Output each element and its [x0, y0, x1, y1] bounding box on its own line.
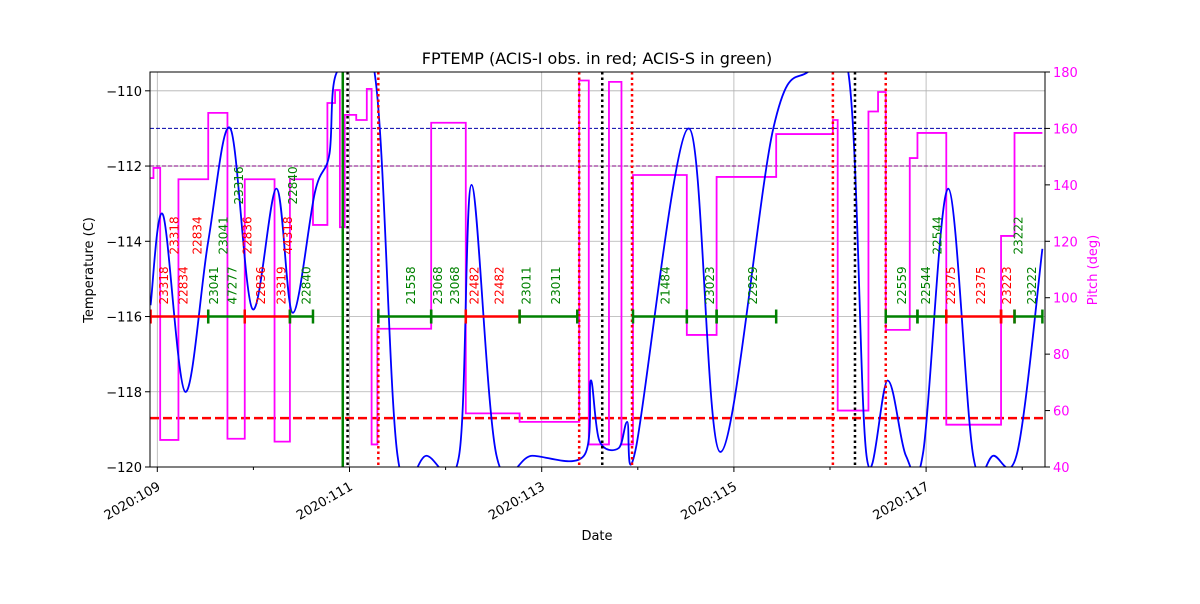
y-tick-label: −110	[106, 85, 142, 100]
x-tick-label: 2020:109	[102, 479, 163, 523]
obsid-label: 23041	[207, 266, 221, 304]
obsid-label: 23068	[431, 266, 445, 304]
obsid-label: 22840	[286, 166, 300, 204]
obsid-label: 22544	[931, 216, 945, 254]
pitch-line	[150, 79, 1043, 446]
obsid-label: 23318	[157, 266, 171, 304]
obsid-label: 21558	[404, 266, 418, 304]
obsid-label: 23222	[1025, 266, 1039, 304]
temperature-line	[150, 72, 1044, 467]
y2-tick-label: 120	[1053, 235, 1078, 250]
obsid-label: 22482	[467, 266, 481, 304]
y2-tick-label: 40	[1053, 461, 1070, 476]
obsid-label: 23041	[217, 216, 231, 254]
obsid-label: 22482	[492, 266, 506, 304]
y-tick-label: −120	[106, 461, 142, 476]
obsid-label: 22544	[919, 266, 933, 304]
y-tick-label: −118	[106, 386, 142, 401]
obsid-label: 22929	[746, 266, 760, 304]
y2-tick-label: 80	[1053, 348, 1070, 363]
obsid-label: 23222	[1011, 216, 1025, 254]
y2-tick-label: 140	[1053, 179, 1078, 194]
y-axis-label: Temperature (C)	[82, 217, 97, 324]
y2-tick-label: 180	[1053, 66, 1078, 81]
chart-title: FPTEMP (ACIS-I obs. in red; ACIS-S in gr…	[422, 49, 772, 68]
x-tick-label: 2020:117	[871, 479, 932, 523]
y-tick-label: −116	[106, 311, 142, 326]
obsid-label: 23011	[549, 266, 563, 304]
obsid-label: 23223	[1000, 266, 1014, 304]
obsid-label: 47277	[225, 266, 239, 304]
obsid-label: 22834	[191, 216, 205, 254]
x-axis-label: Date	[581, 529, 612, 544]
obsid-label: 21484	[659, 266, 673, 304]
x-tick-label: 2020:113	[486, 479, 547, 523]
obsid-label: 23319	[274, 266, 288, 304]
obsid-label: 22559	[895, 266, 909, 304]
obsid-label: 44318	[281, 216, 295, 254]
obsid-label: 23011	[519, 266, 533, 304]
obsid-label: 22836	[241, 216, 255, 254]
obsid-label: 23318	[168, 216, 182, 254]
y-tick-label: −112	[106, 160, 142, 175]
obsid-label: 23068	[448, 266, 462, 304]
y2-tick-label: 100	[1053, 292, 1078, 307]
obsid-label: 23316	[232, 166, 246, 204]
obsid-label: 22375	[944, 266, 958, 304]
obsid-label: 22375	[974, 266, 988, 304]
plot-frame	[149, 71, 1046, 468]
x-tick-label: 2020:115	[678, 479, 739, 523]
y2-tick-label: 60	[1053, 405, 1070, 420]
x-tick-label: 2020:111	[294, 479, 355, 523]
y2-tick-label: 160	[1053, 122, 1078, 137]
plot-marks	[150, 72, 1045, 467]
obsid-label: 22840	[299, 266, 313, 304]
y2-axis-label: Pitch (deg)	[1086, 235, 1101, 305]
obsid-label: 22836	[254, 266, 268, 304]
obsid-label: 22834	[176, 266, 190, 304]
y-tick-label: −114	[106, 235, 142, 250]
obsid-labels: 2331823318228342283423041230414727723316…	[157, 166, 1039, 304]
obsid-label: 23023	[703, 266, 717, 304]
